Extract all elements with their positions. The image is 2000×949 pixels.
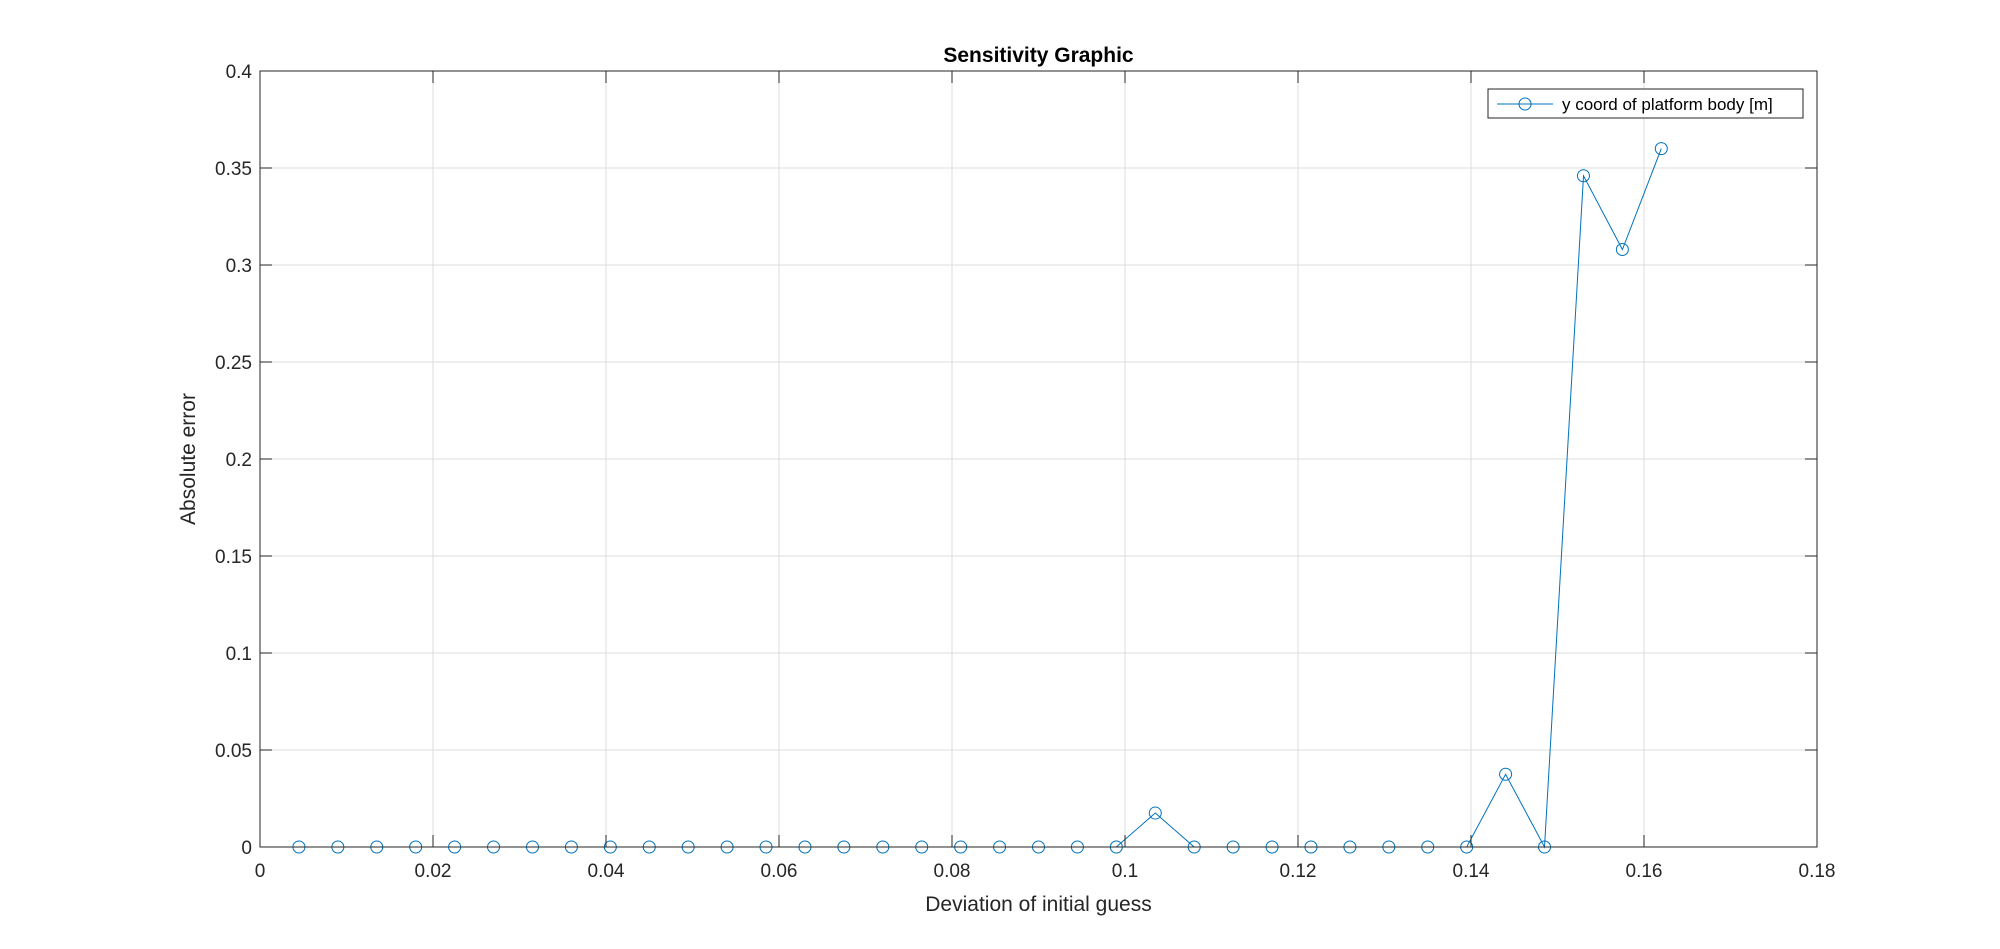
- y-tick-label: 0.15: [215, 547, 252, 568]
- x-tick-label: 0: [255, 861, 266, 882]
- axis-ticks: [259, 70, 1818, 848]
- y-tick-label: 0.05: [215, 741, 252, 762]
- y-tick-label: 0.4: [226, 62, 253, 83]
- x-tick-label: 0.14: [1453, 861, 1490, 882]
- y-tick-label: 0.2: [226, 450, 252, 471]
- x-tick-label: 0.04: [588, 861, 625, 882]
- data-point: [1499, 767, 1513, 781]
- x-tick-labels: 0 0.02 0.04 0.06 0.08 0.1 0.12 0.14 0.16 0.18: [255, 861, 1836, 882]
- data-point: [1654, 142, 1668, 156]
- y-tick-label: 0.25: [215, 353, 252, 374]
- x-tick-label: 0.08: [934, 861, 971, 882]
- x-tick-label: 0.06: [761, 861, 798, 882]
- x-tick-label: 0.1: [1112, 861, 1138, 882]
- data-point: [1576, 169, 1590, 183]
- x-tick-label: 0.18: [1799, 861, 1836, 882]
- legend-series-marker: [1518, 97, 1532, 111]
- data-point: [1148, 806, 1162, 820]
- legend-series-label: y coord of platform body [m]: [1562, 95, 1773, 114]
- y-tick-labels: 0 0.05 0.1 0.15 0.2 0.25 0.3 0.35 0.4: [215, 62, 252, 859]
- x-tick-label: 0.16: [1626, 861, 1663, 882]
- x-tick-label: 0.02: [415, 861, 452, 882]
- x-tick-label: 0.12: [1280, 861, 1317, 882]
- y-axis-label: Absolute error: [177, 393, 200, 525]
- y-tick-label: 0.1: [226, 644, 252, 665]
- x-axis-label: Deviation of initial guess: [925, 893, 1151, 916]
- legend: y coord of platform body [m]: [1487, 88, 1804, 119]
- data-point: [1615, 242, 1629, 256]
- y-tick-label: 0: [241, 838, 252, 859]
- legend-box: [1487, 88, 1804, 119]
- y-tick-label: 0.3: [226, 256, 252, 277]
- y-tick-label: 0.35: [215, 159, 252, 180]
- chart-title: Sensitivity Graphic: [943, 44, 1134, 67]
